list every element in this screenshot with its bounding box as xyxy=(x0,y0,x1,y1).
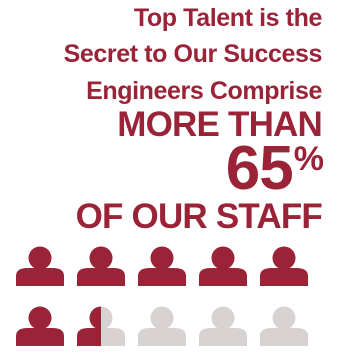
person-icon xyxy=(138,246,186,286)
person-icon xyxy=(16,246,64,286)
person-icon xyxy=(138,306,186,346)
headline-line-4: MORE THAN xyxy=(117,105,323,144)
headline-line-3: Engineers Comprise xyxy=(86,77,322,105)
headline-line-1: Top Talent is the xyxy=(133,4,323,32)
person-icon xyxy=(77,246,125,286)
headline-line-6: OF OUR STAFF xyxy=(75,197,323,236)
person-icon xyxy=(77,306,125,346)
person-icon xyxy=(199,246,247,286)
headline-line-2: Secret to Our Success xyxy=(63,40,323,68)
percentage-figure: 65% xyxy=(226,138,324,200)
person-icon xyxy=(199,306,247,346)
percent-sign: % xyxy=(293,140,324,178)
person-icon xyxy=(260,306,308,346)
person-icon xyxy=(260,246,308,286)
person-icon xyxy=(16,306,64,346)
percentage-number: 65 xyxy=(225,134,294,203)
